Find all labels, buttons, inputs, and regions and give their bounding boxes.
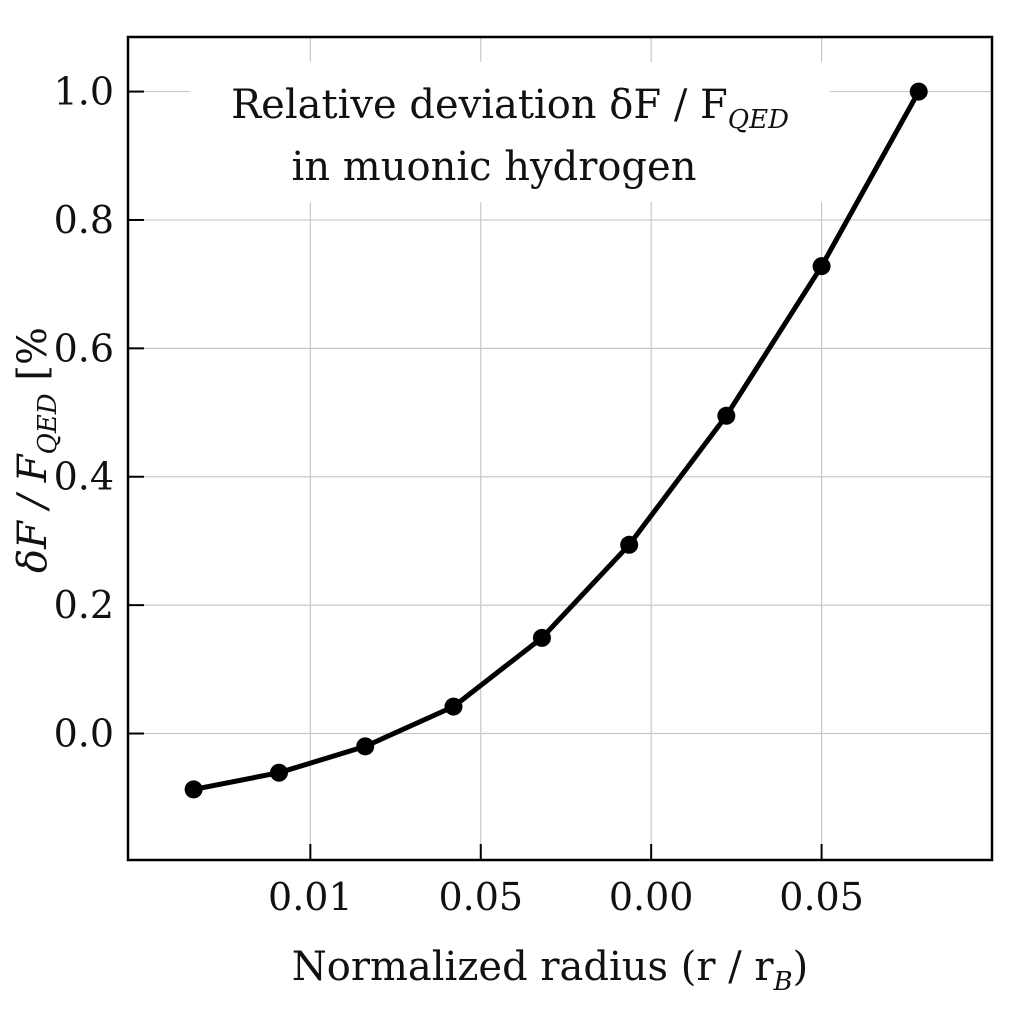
- data-point: [269, 763, 288, 782]
- chart-title-line2: in muonic hydrogen: [292, 144, 697, 190]
- y-tick-label: 0.6: [54, 326, 114, 370]
- data-point: [532, 628, 551, 647]
- x-tick-label: 0.01: [268, 875, 353, 919]
- plot-frame: [126, 35, 994, 862]
- y-tick-label: 1.0: [54, 70, 114, 114]
- data-point: [444, 697, 463, 716]
- x-tick-label: 0.05: [438, 875, 523, 919]
- data-points: [184, 82, 928, 799]
- data-point: [812, 257, 831, 276]
- data-point: [184, 780, 203, 799]
- y-axis-label: δF / FQED [%: [10, 327, 63, 573]
- tick-labels: 0.0 0.2 0.4 0.6 0.8 1.0 0.01 0.05 0.00 0.05: [54, 70, 864, 919]
- y-tick-label: 0.4: [54, 455, 114, 499]
- chart-title-line1: Relative deviation δF / FQED: [231, 82, 789, 135]
- y-tick-label: 0.2: [54, 583, 114, 627]
- x-axis-label: Normalized radius (r / rB): [292, 944, 808, 997]
- data-point: [620, 535, 639, 554]
- title-background: [190, 62, 830, 202]
- x-tick-label: 0.00: [609, 875, 694, 919]
- y-tick-label: 0.0: [54, 712, 114, 756]
- ticks: [128, 90, 823, 860]
- data-point: [356, 737, 375, 756]
- data-point: [909, 82, 928, 101]
- data-point: [717, 406, 736, 425]
- x-tick-label: 0.05: [779, 875, 864, 919]
- y-tick-label: 0.8: [54, 198, 114, 242]
